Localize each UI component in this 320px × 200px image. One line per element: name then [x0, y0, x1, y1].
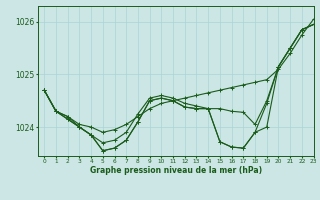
X-axis label: Graphe pression niveau de la mer (hPa): Graphe pression niveau de la mer (hPa)	[90, 166, 262, 175]
